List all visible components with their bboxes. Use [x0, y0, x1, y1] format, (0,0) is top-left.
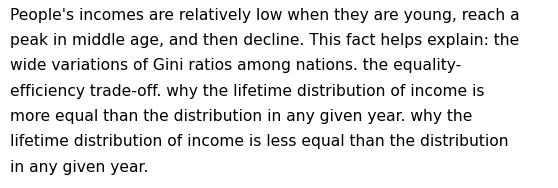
Text: lifetime distribution of income is less equal than the distribution: lifetime distribution of income is less …	[10, 134, 509, 149]
Text: in any given year.: in any given year.	[10, 160, 148, 175]
Text: People's incomes are relatively low when they are young, reach a: People's incomes are relatively low when…	[10, 8, 519, 23]
Text: wide variations of Gini ratios among nations. the equality-: wide variations of Gini ratios among nat…	[10, 58, 461, 73]
Text: efficiency trade-off. why the lifetime distribution of income is: efficiency trade-off. why the lifetime d…	[10, 84, 484, 99]
Text: peak in middle age, and then decline. This fact helps explain: the: peak in middle age, and then decline. Th…	[10, 33, 519, 48]
Text: more equal than the distribution in any given year. why the: more equal than the distribution in any …	[10, 109, 473, 124]
